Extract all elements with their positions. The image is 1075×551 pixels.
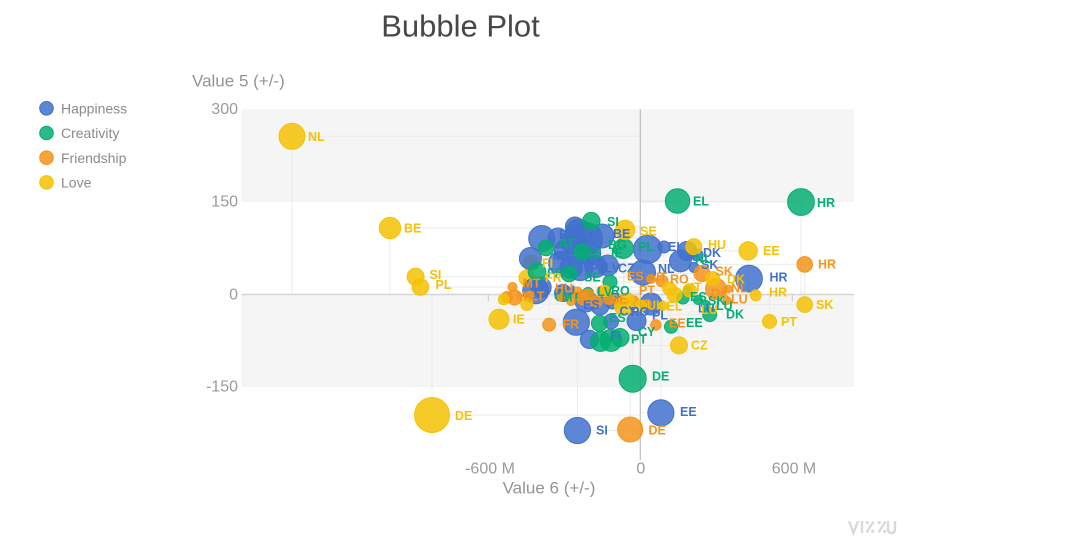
svg-text:PL: PL <box>638 240 654 254</box>
svg-text:ES: ES <box>609 311 626 325</box>
svg-text:CZ: CZ <box>691 339 708 353</box>
svg-text:EL: EL <box>667 300 683 314</box>
svg-text:EE: EE <box>686 316 703 330</box>
svg-text:150: 150 <box>211 194 238 211</box>
svg-text:BE: BE <box>559 228 576 242</box>
svg-text:HU: HU <box>557 284 575 298</box>
svg-text:MT: MT <box>516 290 534 304</box>
svg-text:SE: SE <box>585 247 602 261</box>
svg-text:DE: DE <box>652 370 669 384</box>
svg-text:IE: IE <box>513 313 525 327</box>
svg-text:NL: NL <box>695 252 712 266</box>
svg-text:Friendship: Friendship <box>61 150 127 166</box>
svg-text:RO: RO <box>670 273 689 287</box>
svg-text:Bubble Plot: Bubble Plot <box>381 9 540 44</box>
svg-text:SE: SE <box>611 293 628 307</box>
svg-text:SK: SK <box>816 298 833 312</box>
svg-text:Value 6 (+/-): Value 6 (+/-) <box>503 479 596 498</box>
svg-text:FR: FR <box>547 267 564 281</box>
svg-text:LU: LU <box>716 299 733 313</box>
svg-text:LU: LU <box>731 293 748 307</box>
svg-text:IT: IT <box>691 281 702 295</box>
svg-text:FI: FI <box>542 257 553 271</box>
svg-text:DE: DE <box>455 409 472 423</box>
svg-text:MT: MT <box>562 291 580 305</box>
svg-text:DE: DE <box>649 424 666 438</box>
svg-text:SE: SE <box>584 271 601 285</box>
svg-text:HU: HU <box>555 282 573 296</box>
svg-text:LV: LV <box>605 262 621 276</box>
svg-text:NL: NL <box>308 130 325 144</box>
svg-text:MT: MT <box>553 250 571 264</box>
svg-text:CY: CY <box>620 305 638 319</box>
svg-text:SE: SE <box>640 225 657 239</box>
svg-text:SK: SK <box>716 265 733 279</box>
svg-text:EE: EE <box>680 405 697 419</box>
svg-text:IT: IT <box>656 271 667 285</box>
svg-text:SK: SK <box>708 294 725 308</box>
svg-text:600 M: 600 M <box>772 461 816 478</box>
svg-text:-150: -150 <box>206 379 238 396</box>
svg-text:HR: HR <box>769 286 787 300</box>
svg-text:BG: BG <box>608 238 627 252</box>
svg-text:PT: PT <box>631 333 647 347</box>
svg-text:HR: HR <box>770 271 788 285</box>
svg-text:NL: NL <box>658 262 675 276</box>
svg-text:EL: EL <box>693 195 709 209</box>
svg-text:ES: ES <box>690 290 707 304</box>
svg-text:LV: LV <box>597 285 613 299</box>
svg-text:HR: HR <box>818 258 836 272</box>
svg-text:LT: LT <box>530 290 545 304</box>
svg-text:NL: NL <box>731 282 748 296</box>
svg-text:Happiness: Happiness <box>61 100 127 116</box>
svg-text:SI: SI <box>596 424 608 438</box>
svg-text:RO: RO <box>611 284 630 298</box>
svg-text:ES: ES <box>583 298 600 312</box>
svg-text:DK: DK <box>726 308 744 322</box>
svg-text:0: 0 <box>229 286 238 303</box>
svg-text:BE: BE <box>404 222 421 236</box>
svg-text:IE: IE <box>611 247 623 261</box>
svg-text:EL: EL <box>668 240 684 254</box>
svg-text:SI: SI <box>430 268 442 282</box>
svg-text:PL: PL <box>652 309 668 323</box>
svg-text:FI: FI <box>610 329 621 343</box>
svg-text:PL: PL <box>436 278 452 292</box>
svg-text:MT: MT <box>523 277 541 291</box>
svg-text:300: 300 <box>211 101 238 118</box>
svg-text:FR: FR <box>563 318 580 332</box>
svg-text:HR: HR <box>817 196 835 210</box>
svg-text:HU: HU <box>708 238 726 252</box>
svg-text:SK: SK <box>701 258 718 272</box>
svg-text:0: 0 <box>636 461 645 478</box>
svg-text:Value 5 (+/-): Value 5 (+/-) <box>192 72 285 91</box>
svg-text:Love: Love <box>61 175 92 191</box>
svg-text:ES: ES <box>627 270 644 284</box>
svg-text:PT: PT <box>781 315 797 329</box>
svg-text:LU: LU <box>698 302 715 316</box>
svg-text:AT: AT <box>559 237 575 251</box>
svg-text:DK: DK <box>703 246 721 260</box>
svg-text:LU: LU <box>701 303 718 317</box>
svg-text:Creativity: Creativity <box>61 125 119 141</box>
svg-text:PT: PT <box>639 284 655 298</box>
svg-text:CZ: CZ <box>618 262 635 276</box>
svg-text:BE: BE <box>613 227 630 241</box>
svg-text:PT: PT <box>590 262 606 276</box>
svg-text:CZ: CZ <box>572 290 589 304</box>
svg-text:EE: EE <box>669 317 686 331</box>
svg-text:RO: RO <box>631 305 650 319</box>
svg-text:DK: DK <box>711 287 729 301</box>
svg-text:UK: UK <box>647 299 665 313</box>
svg-text:CY: CY <box>638 325 656 339</box>
svg-text:-600 M: -600 M <box>465 461 515 478</box>
svg-text:EE: EE <box>763 244 780 258</box>
svg-text:SI: SI <box>607 215 619 229</box>
svg-text:DK: DK <box>727 273 745 287</box>
svg-text:FR: FR <box>545 271 562 285</box>
